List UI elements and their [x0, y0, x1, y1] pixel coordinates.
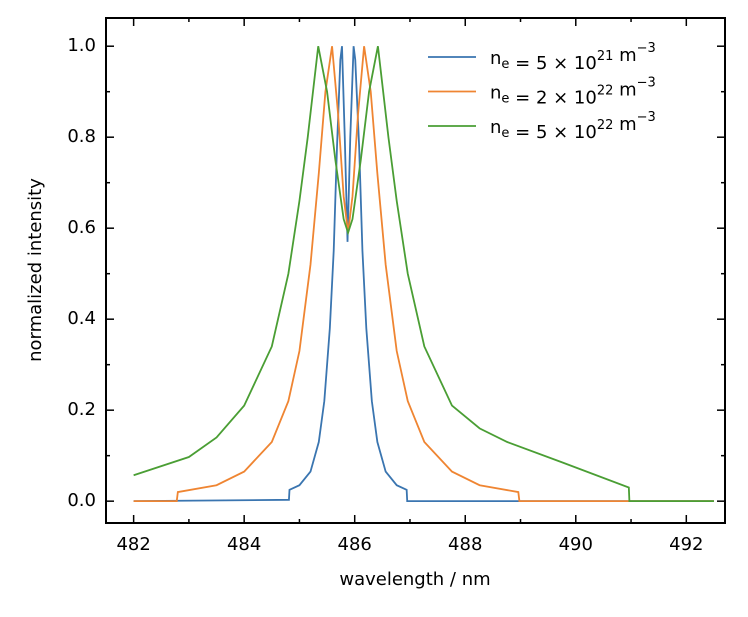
y-axis-label: normalized intensity — [25, 178, 46, 362]
x-tick-label: 482 — [116, 534, 150, 555]
series-line — [133, 46, 714, 503]
legend-label: ne = 2 × 1022 m−3 — [490, 75, 656, 109]
y-tick-label: 0.4 — [67, 308, 96, 329]
x-tick-label: 488 — [448, 534, 482, 555]
legend-label: ne = 5 × 1022 m−3 — [490, 110, 656, 144]
y-tick-label: 1.0 — [67, 35, 96, 56]
y-tick-label: 0.2 — [67, 399, 96, 420]
y-tick-label: 0.8 — [67, 126, 96, 147]
x-tick-label: 486 — [338, 534, 372, 555]
x-axis-label: wavelength / nm — [339, 569, 490, 590]
x-tick-label: 492 — [669, 534, 703, 555]
legend-label: ne = 5 × 1021 m−3 — [490, 41, 656, 75]
x-tick-label: 484 — [227, 534, 261, 555]
y-tick-label: 0.6 — [67, 217, 96, 238]
plot-frame — [105, 17, 726, 524]
x-tick-label: 490 — [559, 534, 593, 555]
y-tick-label: 0.0 — [67, 490, 96, 511]
series-line — [133, 46, 714, 503]
